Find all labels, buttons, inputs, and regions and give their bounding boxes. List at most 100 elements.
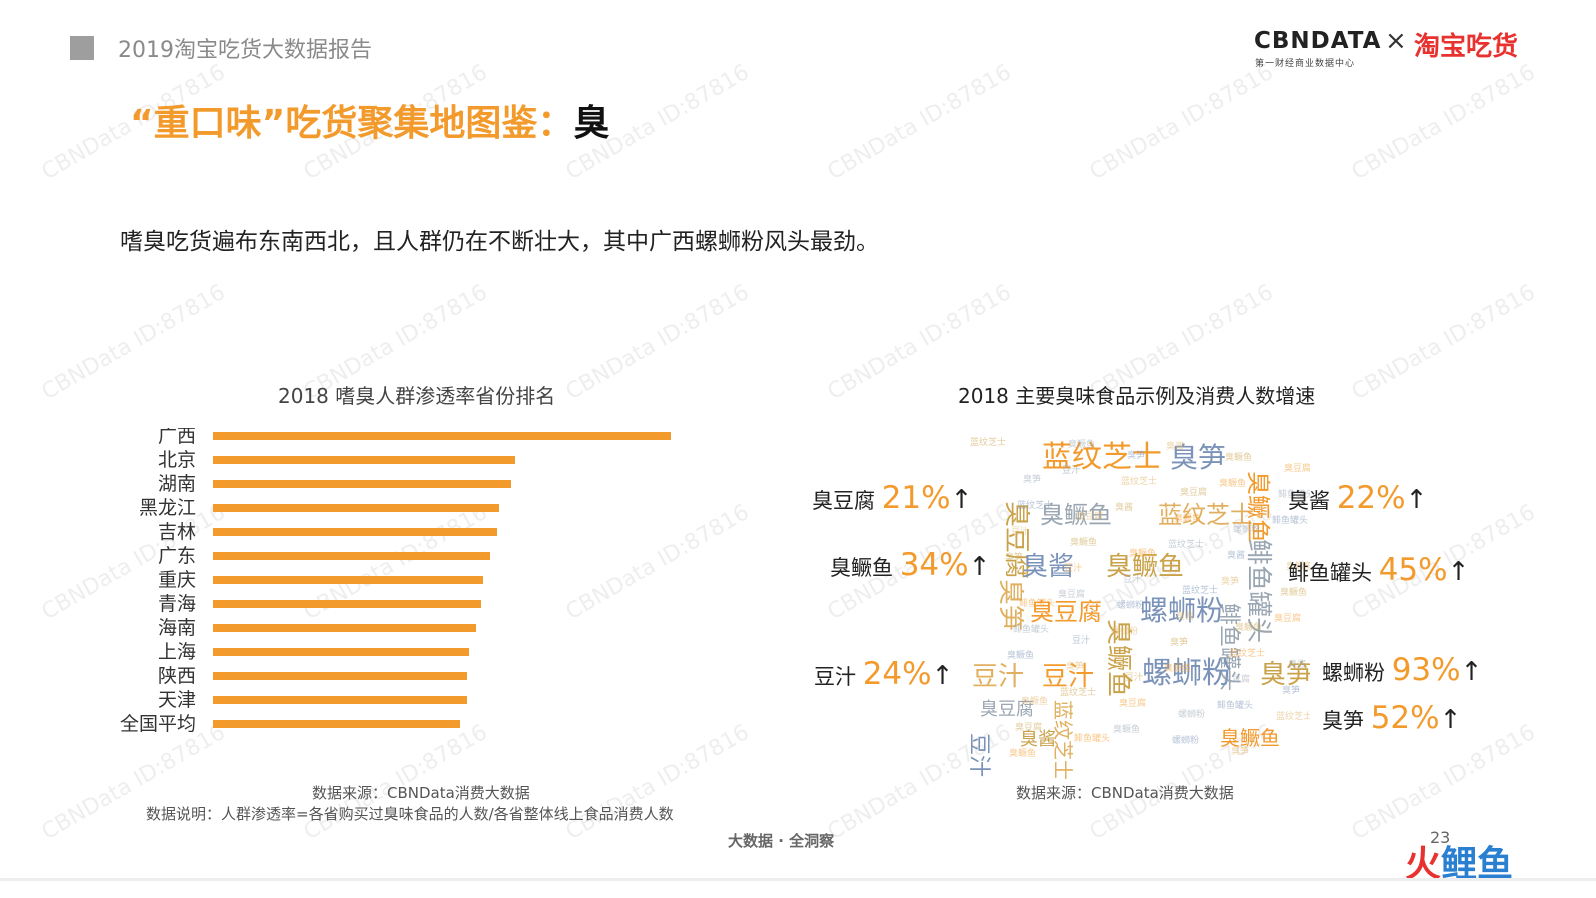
growth-item-chousun: 臭笋 52%↑ [1322, 700, 1461, 736]
bar [213, 456, 515, 464]
bar-category-label: 全国平均 [120, 713, 196, 735]
growth-item-pct: 34% [899, 547, 969, 583]
word-cloud-filler: 臭豆腐 [1284, 462, 1310, 474]
word-cloud-filler: 豆汁 [1123, 573, 1141, 585]
word-cloud-filler: 臭笋 [1282, 684, 1300, 696]
word-cloud-filler: 臭鳜鱼 [1164, 662, 1191, 674]
word-cloud-filler: 鲱鱼罐头 [1074, 732, 1110, 744]
word-cloud-filler: 臭豆腐 [1180, 486, 1207, 498]
up-arrow-icon: ↑ [1447, 557, 1470, 587]
word-cloud-filler: 臭鳜鱼 [1129, 547, 1156, 559]
bar [213, 672, 467, 680]
bar [213, 528, 497, 536]
growth-item-luosifen: 螺蛳粉 93%↑ [1322, 652, 1482, 688]
taobao-foodie-logo: 淘宝吃货 [1414, 32, 1519, 62]
bar [213, 696, 467, 704]
word-cloud-filler: 蓝纹芝士 [1182, 584, 1218, 596]
growth-item-chouguiyu: 臭鳜鱼 34%↑ [830, 547, 990, 583]
bar-category-label: 吉林 [158, 521, 196, 543]
word-cloud-filler: 豆汁 [1072, 634, 1090, 646]
bottom-divider [0, 878, 1596, 881]
word-cloud-word: 螺蛳粉 [1142, 656, 1232, 691]
page-heading-dark: 臭 [573, 103, 610, 144]
growth-item-name: 臭笋 [1322, 709, 1364, 733]
word-cloud-source: 数据来源：CBNData消费大数据 [1016, 784, 1234, 802]
word-cloud-filler: 臭豆腐 [1076, 510, 1103, 522]
bar-category-label: 上海 [158, 641, 196, 663]
up-arrow-icon: ↑ [950, 485, 973, 515]
word-cloud-filler: 臭豆腐 [1119, 697, 1146, 709]
word-cloud-word: 蓝纹芝士 [1051, 700, 1075, 780]
word-cloud-filler: 臭鳜鱼 [1286, 560, 1310, 572]
word-cloud-filler: 螺蛳粉 [1233, 523, 1260, 535]
report-title: 2019淘宝吃货大数据报告 [118, 38, 372, 63]
word-cloud-filler: 蓝纹芝士 [1168, 538, 1204, 550]
watermark-text: CBNData ID:87816 [1347, 279, 1540, 406]
watermark-text: CBNData ID:87816 [1347, 59, 1540, 186]
word-cloud-filler: 螺蛳粉 [1117, 599, 1144, 611]
bar-category-label: 陕西 [158, 665, 196, 687]
page-heading: “重口味”吃货聚集地图鉴：臭 [130, 94, 609, 146]
word-cloud-word: 臭笋 [1170, 441, 1226, 474]
word-cloud-filler: 螺蛳粉 [1111, 625, 1138, 637]
bar-chart-title: 2018 嗜臭人群渗透率省份排名 [278, 384, 556, 408]
word-cloud-filler: 豆汁 [1064, 562, 1082, 574]
page-number: 23 [1430, 828, 1451, 847]
word-cloud-filler: 臭笋 [1170, 636, 1188, 648]
word-cloud-word: 蓝纹芝士 [1158, 501, 1254, 529]
up-arrow-icon: ↑ [968, 552, 991, 582]
growth-item-pct: 52% [1370, 700, 1440, 736]
word-cloud-word: 臭鳜鱼 [1220, 726, 1280, 750]
word-cloud-filler: 臭笋 [1231, 745, 1249, 757]
word-cloud-word: 螺蛳粉 [1140, 594, 1224, 627]
word-cloud-word: 豆汁 [1042, 662, 1094, 692]
word-cloud-filler: 臭鳜鱼 [1280, 586, 1307, 598]
bar [213, 504, 499, 512]
word-cloud-word: 臭鳜鱼 [1244, 471, 1272, 543]
word-cloud-word: 臭鳜鱼 [1106, 552, 1184, 582]
word-cloud-filler: 豆汁 [1062, 464, 1080, 476]
word-cloud-filler: 臭鳜鱼 [1009, 747, 1036, 759]
word-cloud-filler: 臭笋 [1066, 660, 1084, 672]
word-cloud-word: 豆汁 [966, 733, 991, 777]
growth-item-choudoufu: 臭豆腐 21%↑ [812, 480, 972, 516]
growth-item-name: 臭酱 [1288, 489, 1330, 513]
word-cloud-word: 臭酱 [1020, 729, 1056, 750]
bar-category-label: 重庆 [158, 569, 196, 591]
word-cloud-filler: 鲱鱼罐头 [1019, 597, 1055, 609]
bar-category-label: 广东 [158, 545, 196, 567]
growth-item-name: 螺蛳粉 [1322, 661, 1385, 685]
growth-item-choujiang: 臭酱 22%↑ [1288, 480, 1427, 516]
word-cloud-word: 臭豆腐 [1030, 598, 1102, 626]
word-cloud-filler: 臭酱 [1227, 549, 1245, 561]
watermark-text: CBNData ID:87816 [1347, 719, 1540, 846]
word-cloud-filler: 臭鳜鱼 [1113, 723, 1140, 735]
bar [213, 648, 469, 656]
bar-category-label: 天津 [158, 689, 196, 711]
word-cloud: 蓝纹芝士 臭笋臭豆腐 臭鳜鱼 蓝纹芝士臭鳜鱼臭酱 臭鳜鱼 鲱鱼罐头臭笋 臭豆腐 螺蛳粉臭鳜鱼鲱… [966, 436, 1310, 780]
word-cloud-filler: 臭鳜鱼 [1219, 477, 1246, 489]
up-arrow-icon: ↑ [931, 661, 954, 691]
growth-item-pct: 24% [862, 656, 932, 692]
word-cloud-filler: 臭鳜鱼 [1225, 451, 1252, 463]
growth-item-pct: 21% [881, 480, 951, 516]
word-cloud-filler: 鲱鱼罐头 [1013, 623, 1049, 635]
bar [213, 576, 483, 584]
word-cloud-filler: 臭酱 [1115, 501, 1133, 513]
up-arrow-icon: ↑ [1439, 705, 1462, 735]
page-heading-orange: “重口味”吃货聚集地图鉴： [130, 103, 574, 144]
growth-item-name: 臭豆腐 [812, 489, 875, 513]
growth-item-name: 鲱鱼罐头 [1288, 561, 1372, 585]
watermark-text: CBNData ID:87816 [823, 59, 1016, 186]
word-cloud-filler: 臭笋 [1005, 551, 1023, 563]
word-cloud-filler: 臭笋 [1221, 575, 1239, 587]
up-arrow-icon: ↑ [1405, 485, 1428, 515]
word-cloud-filler: 臭笋 [1023, 473, 1041, 485]
word-cloud-filler: 蓝纹芝士 [970, 436, 1006, 448]
word-cloud-filler: 臭豆腐 [1274, 612, 1301, 624]
word-cloud-word: 臭酱 [1022, 552, 1074, 582]
watermark-text: CBNData ID:87816 [37, 279, 230, 406]
word-cloud-filler: 鲱鱼罐头 [1217, 699, 1253, 711]
footer-tagline: 大数据 · 全洞察 [728, 832, 835, 850]
